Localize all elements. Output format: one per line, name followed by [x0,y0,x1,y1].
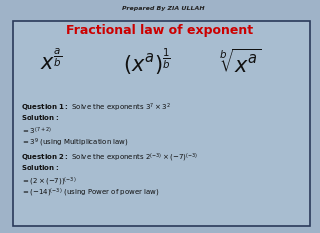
Text: Prepared By ZIA ULLAH: Prepared By ZIA ULLAH [122,6,204,11]
Text: $= (2 \times (-7))^{(-3)}$: $= (2 \times (-7))^{(-3)}$ [21,176,76,188]
FancyBboxPatch shape [13,21,310,226]
Text: $x^{\frac{a}{b}}$: $x^{\frac{a}{b}}$ [40,49,62,74]
Text: $\bf{Solution:}$: $\bf{Solution:}$ [21,163,59,172]
Text: $= 3^{9}$ (using Multiplication law): $= 3^{9}$ (using Multiplication law) [21,136,129,149]
Text: $= 3^{(7+2)}$: $= 3^{(7+2)}$ [21,126,52,137]
Text: $\sqrt[b]{x^{a}}$: $\sqrt[b]{x^{a}}$ [219,48,261,76]
Text: $\bf{Solution:}$: $\bf{Solution:}$ [21,113,59,122]
Text: $\bf{Question\ 1:}$ Solve the exponents $3^{7} \times 3^{2}$: $\bf{Question\ 1:}$ Solve the exponents … [21,101,171,114]
Text: $= (-14)^{(-3)}$ (using Power of power law): $= (-14)^{(-3)}$ (using Power of power l… [21,187,160,199]
Text: Fractional law of exponent: Fractional law of exponent [67,24,253,38]
Text: $\bf{Question\ 2:}$ Solve the exponents $2^{(-3)} \times (-7)^{(-3)}$: $\bf{Question\ 2:}$ Solve the exponents … [21,151,198,164]
Text: $(x^{a})^{\frac{1}{b}}$: $(x^{a})^{\frac{1}{b}}$ [123,47,171,77]
